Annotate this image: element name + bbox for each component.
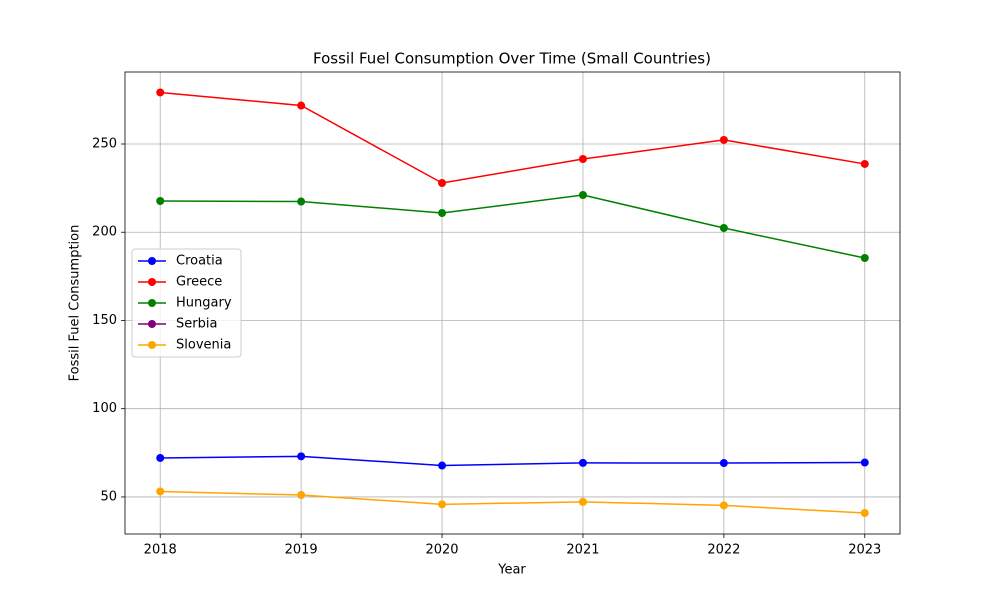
series-line: [160, 455, 865, 467]
legend-label: Serbia: [176, 317, 217, 332]
y-tick-label: 150: [92, 313, 117, 328]
series-marker: [156, 487, 165, 496]
x-tick-label: 2019: [285, 543, 318, 558]
legend-marker: [148, 257, 156, 265]
legend-box: [131, 248, 242, 358]
series-marker: [719, 224, 728, 232]
series-marker: [719, 501, 728, 510]
legend-marker: [148, 320, 156, 328]
series-marker: [156, 197, 165, 205]
series-marker: [860, 509, 869, 517]
chart-title: Fossil Fuel Consumption Over Time (Small…: [313, 50, 711, 68]
series-marker: [297, 491, 306, 499]
y-tick-label: 100: [92, 401, 117, 416]
series-marker: [578, 497, 587, 506]
series-line: [160, 490, 865, 514]
legend-marker: [148, 341, 156, 349]
series-marker: [438, 179, 447, 187]
legend-label: Slovenia: [176, 338, 231, 353]
x-tick-label: 2023: [848, 543, 881, 558]
x-tick-label: 2018: [144, 543, 177, 558]
plot-frame: [124, 71, 901, 535]
series-marker: [578, 191, 587, 199]
legend: Croatia Greece Hungary Serbia Slovenia: [131, 248, 242, 358]
series-marker: [438, 209, 447, 217]
series-marker: [156, 88, 165, 97]
x-tick-label: 2020: [425, 543, 458, 558]
series-marker: [860, 458, 869, 467]
y-tick-label: 50: [100, 489, 117, 504]
y-axis-label: Fossil Fuel Consumption: [68, 225, 83, 382]
series-marker: [578, 458, 587, 467]
series-marker: [719, 459, 728, 468]
series-marker: [578, 155, 587, 163]
series-marker: [156, 453, 165, 462]
legend-marker: [148, 278, 156, 286]
series-marker: [297, 452, 306, 461]
legend-marker: [148, 299, 156, 307]
legend-label: Greece: [176, 275, 222, 290]
series-marker: [860, 159, 869, 168]
series-line: [160, 194, 865, 259]
y-tick-label: 200: [92, 225, 117, 240]
series-marker: [438, 461, 447, 470]
series-marker: [297, 197, 306, 206]
series-marker: [438, 500, 447, 509]
x-tick-label: 2022: [707, 543, 740, 558]
series-line: [160, 91, 865, 184]
legend-label: Croatia: [176, 254, 223, 269]
series-marker: [719, 135, 728, 144]
y-tick-label: 250: [92, 137, 117, 152]
x-axis-label: Year: [497, 563, 526, 578]
series-marker: [297, 101, 306, 110]
series-marker: [860, 254, 869, 262]
legend-label: Hungary: [176, 296, 232, 311]
x-tick-label: 2021: [566, 543, 599, 558]
